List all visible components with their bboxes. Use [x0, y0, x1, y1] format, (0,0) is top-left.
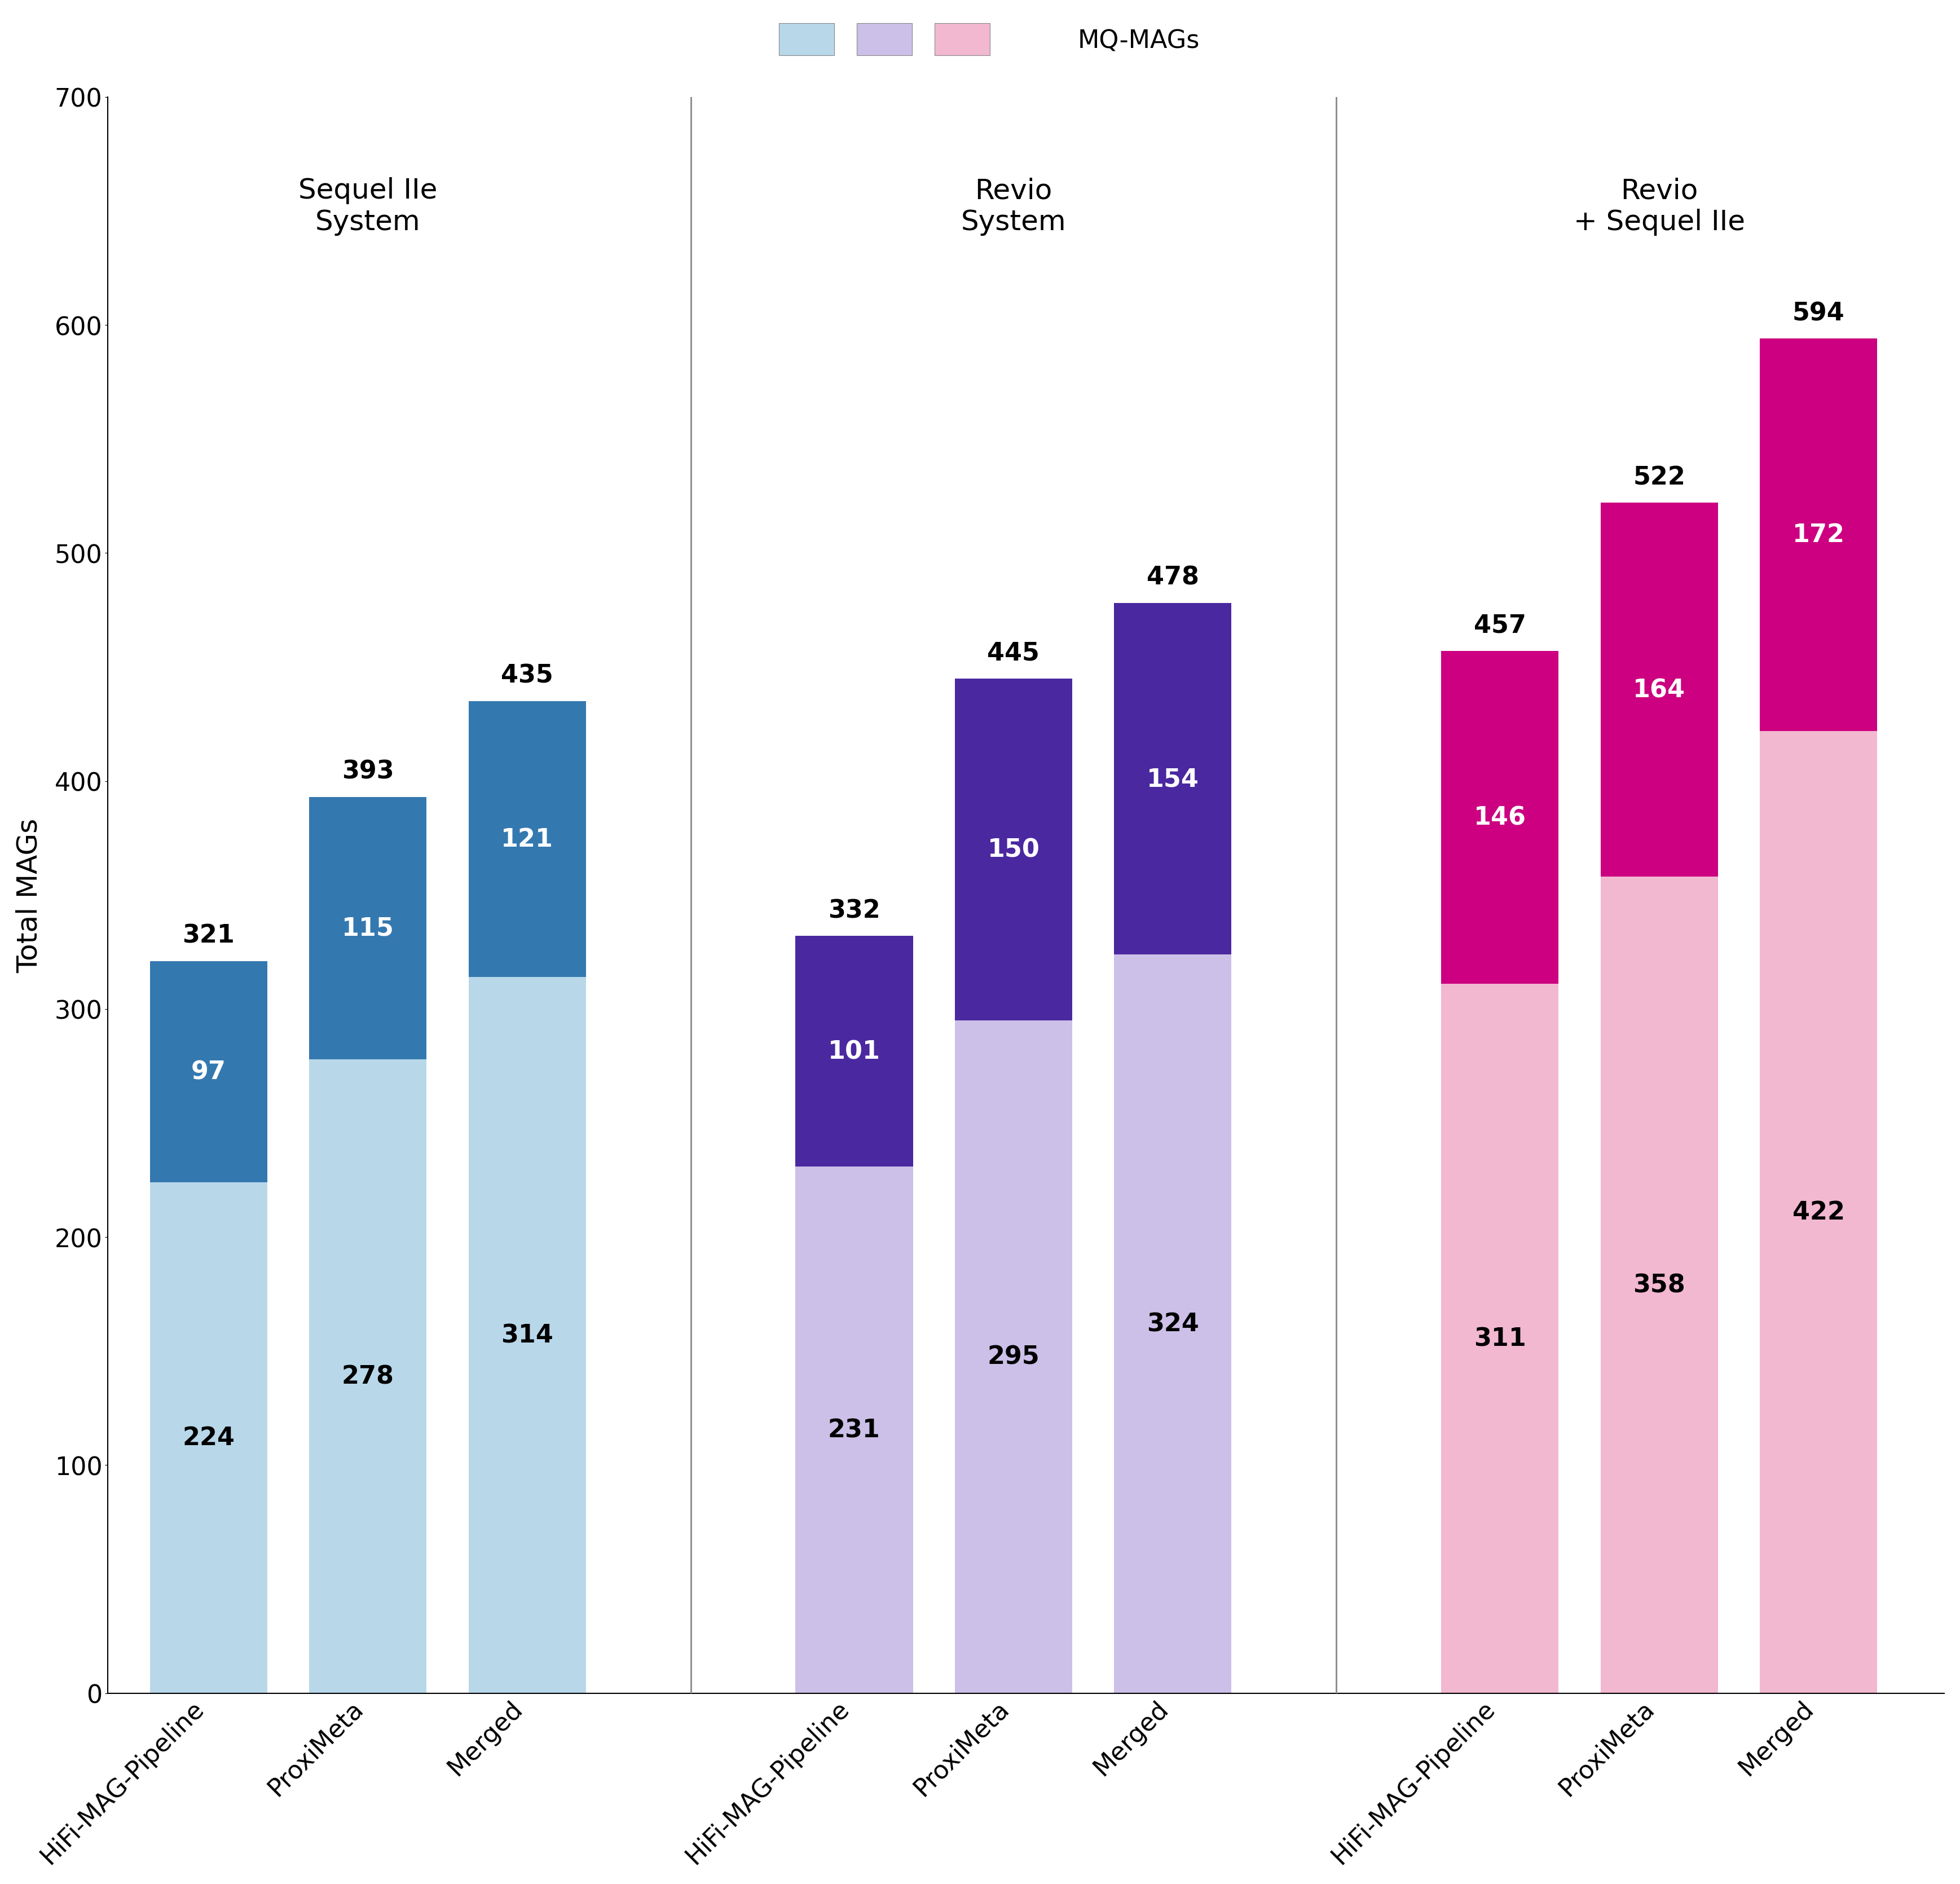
Bar: [1601, 503, 1717, 878]
Text: 146: 146: [1474, 806, 1527, 831]
Text: 478: 478: [1147, 565, 1200, 590]
Text: 231: 231: [827, 1419, 880, 1441]
Text: 358: 358: [1633, 1274, 1686, 1298]
Text: 332: 332: [827, 899, 880, 923]
Text: 172: 172: [1791, 524, 1844, 546]
Text: 422: 422: [1791, 1200, 1844, 1225]
Bar: [468, 701, 586, 978]
Text: 435: 435: [502, 663, 553, 688]
Bar: [1113, 955, 1231, 1694]
Bar: [1760, 339, 1878, 731]
Text: 101: 101: [827, 1040, 880, 1064]
Text: 295: 295: [988, 1345, 1039, 1370]
Text: 445: 445: [988, 641, 1039, 665]
Bar: [1441, 652, 1558, 983]
Bar: [1601, 878, 1717, 1694]
Text: 154: 154: [1147, 767, 1200, 791]
Text: 121: 121: [502, 827, 553, 852]
Bar: [149, 961, 267, 1183]
Y-axis label: Total MAGs: Total MAGs: [16, 818, 43, 972]
Text: 393: 393: [341, 759, 394, 784]
Bar: [310, 1059, 427, 1694]
Text: 522: 522: [1633, 465, 1686, 490]
Legend: , , , MQ-MAGs: , , , MQ-MAGs: [762, 6, 1217, 73]
Text: 150: 150: [988, 838, 1039, 861]
Text: 311: 311: [1474, 1326, 1527, 1351]
Text: 97: 97: [190, 1061, 225, 1083]
Text: 457: 457: [1474, 614, 1527, 637]
Bar: [468, 978, 586, 1694]
Bar: [149, 1183, 267, 1694]
Bar: [955, 678, 1072, 1021]
Text: 321: 321: [182, 923, 235, 948]
Bar: [955, 1021, 1072, 1694]
Text: 224: 224: [182, 1426, 235, 1451]
Text: 324: 324: [1147, 1311, 1200, 1336]
Bar: [796, 936, 913, 1166]
Bar: [310, 797, 427, 1059]
Text: Revio
System: Revio System: [960, 177, 1066, 236]
Text: 278: 278: [341, 1364, 394, 1389]
Text: 164: 164: [1633, 678, 1686, 703]
Text: 594: 594: [1791, 301, 1844, 326]
Text: Revio
+ Sequel IIe: Revio + Sequel IIe: [1574, 177, 1744, 236]
Bar: [796, 1166, 913, 1694]
Text: Sequel IIe
System: Sequel IIe System: [298, 177, 437, 236]
Bar: [1441, 983, 1558, 1694]
Bar: [1760, 731, 1878, 1694]
Text: 115: 115: [341, 916, 394, 940]
Text: 314: 314: [502, 1323, 553, 1347]
Bar: [1113, 603, 1231, 955]
